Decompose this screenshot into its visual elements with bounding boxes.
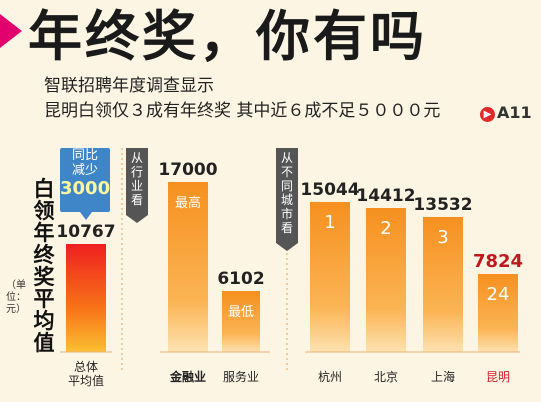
bar-value-label: 7824 — [472, 251, 524, 272]
bar-昆明 — [478, 274, 518, 352]
group-tag-city: 从不同城市看 — [276, 148, 298, 251]
bar-value-label: 13532 — [413, 195, 473, 215]
change-callout-label: 同比 减少 — [71, 148, 98, 178]
group-tag-city-label: 从不同城市看 — [276, 148, 298, 243]
unit-label: （单位：元） — [6, 280, 26, 315]
bar-服务业 — [222, 291, 260, 352]
headline-arrow-icon — [0, 14, 22, 48]
category-label: 上海 — [430, 370, 455, 384]
bar-上海 — [423, 217, 463, 352]
bar-value-label: 14412 — [356, 186, 416, 206]
bar-value-label: 6102 — [217, 269, 265, 289]
category-label: 北京 — [373, 370, 398, 384]
bar-inner-label: 24 — [486, 284, 510, 305]
category-label: 昆明 — [485, 370, 510, 384]
right-arrow-circle-icon: ▶ — [480, 107, 495, 122]
callout-pointer — [80, 212, 92, 220]
bar-北京 — [366, 208, 406, 352]
subtitle-source: 智联招聘年度调查显示 — [44, 76, 214, 96]
group-tag-pointer — [276, 243, 298, 251]
bar-金融业 — [168, 182, 208, 352]
category-label: 服务业 — [222, 370, 259, 384]
bar-总体平均值 — [66, 244, 106, 352]
change-callout: 同比 减少 3000 — [60, 148, 110, 212]
page-reference: ▶ A11 — [480, 103, 532, 123]
headline: 年终奖，你有吗 — [28, 5, 427, 68]
category-label: 总体 平均值 — [67, 360, 104, 388]
category-label: 金融业 — [169, 370, 206, 384]
y-axis-label: 白领年终奖平均值 — [33, 177, 55, 355]
change-callout-value: 3000 — [60, 178, 111, 199]
bar-inner-label: 1 — [324, 212, 336, 233]
page-reference-label: A11 — [497, 103, 532, 122]
bar-杭州 — [310, 202, 350, 352]
bar-inner-label: 3 — [437, 227, 449, 248]
group-tag-pointer — [126, 215, 148, 223]
subtitle-summary: 昆明白领仅３成有年终奖 其中近６成不足５０００元 — [44, 101, 441, 121]
bar-inner-label: 2 — [380, 218, 392, 239]
bar-inner-label: 最高 — [174, 196, 201, 211]
bar-inner-label: 最低 — [227, 305, 254, 320]
bar-value-label: 17000 — [158, 160, 218, 180]
category-label: 杭州 — [317, 370, 342, 384]
group-tag-industry: 从行业看 — [126, 148, 148, 223]
bar-value-label: 10767 — [56, 222, 116, 242]
group-tag-industry-label: 从行业看 — [126, 148, 148, 215]
bar-value-label: 15044 — [300, 180, 360, 200]
